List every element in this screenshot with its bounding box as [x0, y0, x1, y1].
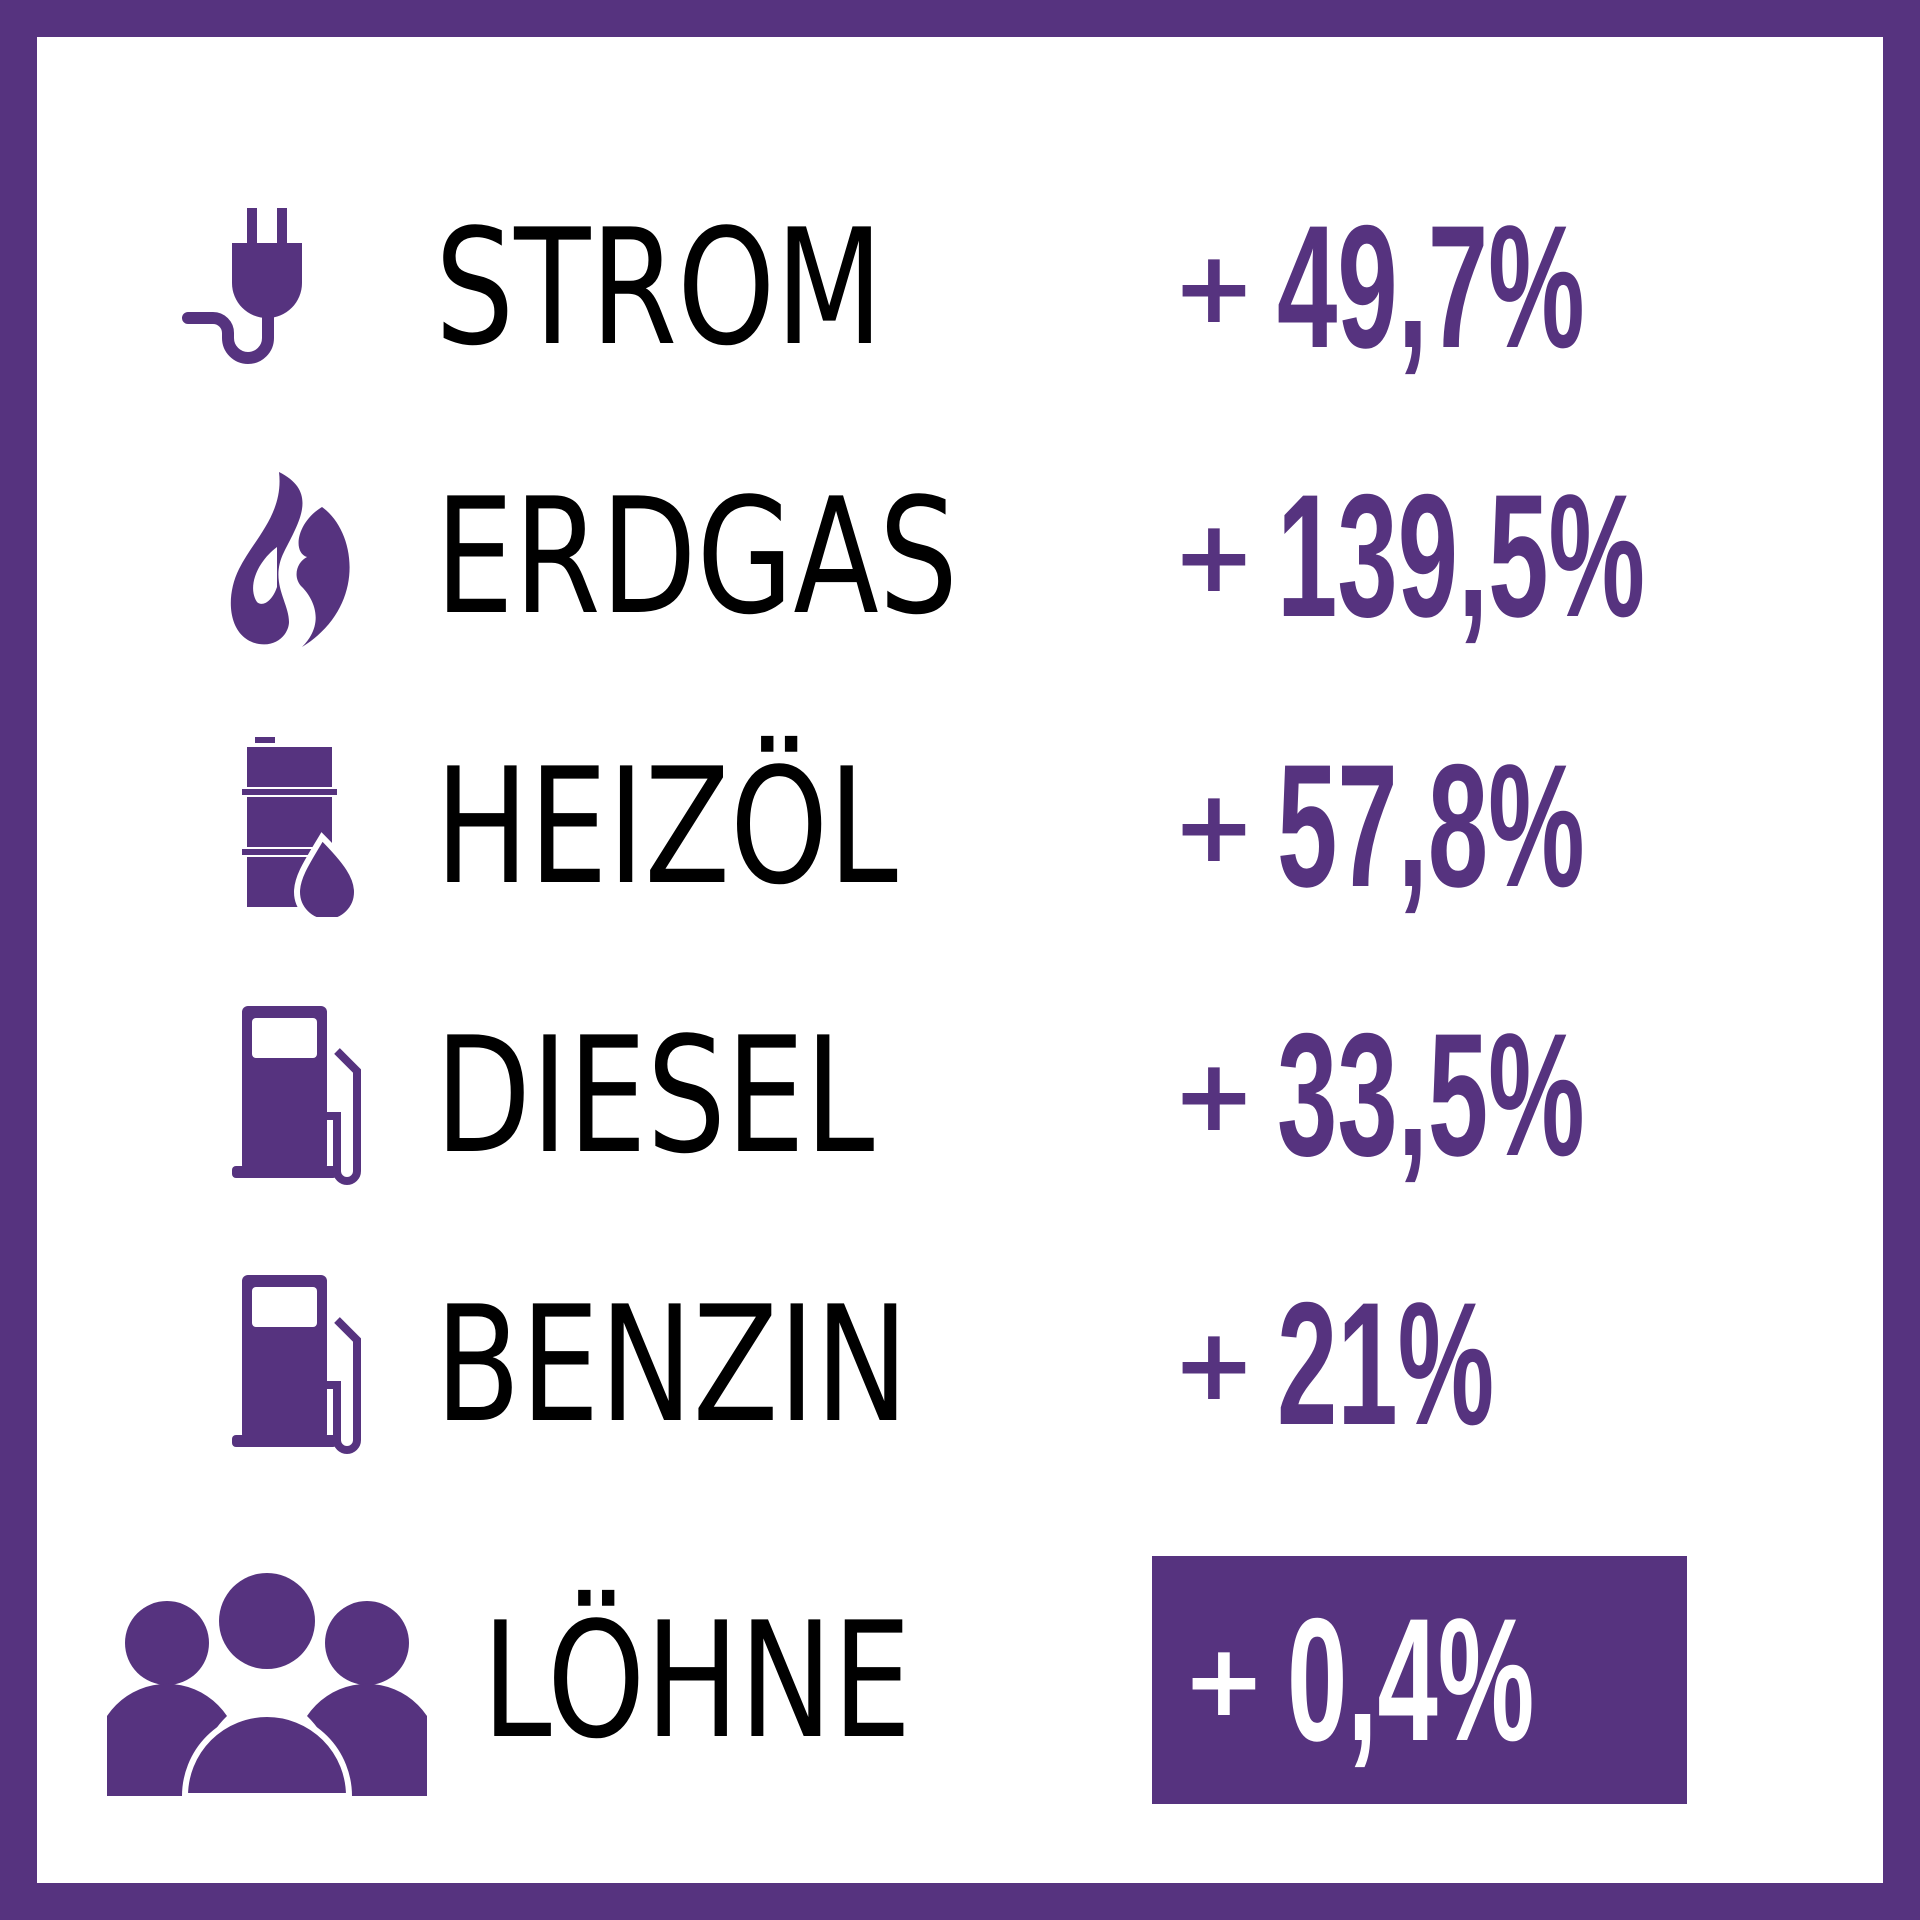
label: STROM: [435, 194, 884, 381]
label: ERDGAS: [435, 463, 958, 650]
value: 33,5%: [1277, 998, 1585, 1193]
value: 139,5%: [1277, 459, 1645, 654]
sign: +: [1172, 1037, 1256, 1154]
sign: +: [1172, 768, 1256, 885]
oil-barrel-icon: [242, 737, 361, 917]
fuel-pump-icon: [232, 1275, 361, 1454]
value: 21%: [1277, 1267, 1495, 1462]
plug-icon: [182, 208, 302, 364]
sign: +: [1172, 498, 1256, 615]
value: 57,8%: [1277, 729, 1585, 924]
label: BENZIN: [435, 1271, 909, 1458]
people-icon: [107, 1573, 427, 1799]
sign: +: [1182, 1622, 1266, 1739]
value: 0,4%: [1287, 1583, 1535, 1778]
flame-icon: [230, 472, 350, 647]
sign: +: [1172, 1306, 1256, 1423]
row: LÖHNE + 0,4%: [37, 1556, 1883, 1804]
row: BENZIN + 21%: [37, 1245, 1883, 1485]
sign: +: [1172, 229, 1256, 346]
label: LÖHNE: [482, 1587, 912, 1774]
highlight-box: [1152, 1556, 1687, 1804]
row: ERDGAS + 139,5%: [37, 437, 1883, 677]
row: DIESEL + 33,5%: [37, 976, 1883, 1216]
row: STROM + 49,7%: [37, 168, 1883, 408]
value: 49,7%: [1277, 190, 1585, 385]
label: DIESEL: [435, 1002, 875, 1189]
row: HEIZÖL + 57,8%: [37, 707, 1883, 947]
fuel-pump-icon: [232, 1006, 361, 1185]
card: STROM + 49,7% ERDGAS + 139,5% HEIZÖL + 5…: [37, 37, 1883, 1883]
label: HEIZÖL: [435, 733, 898, 920]
